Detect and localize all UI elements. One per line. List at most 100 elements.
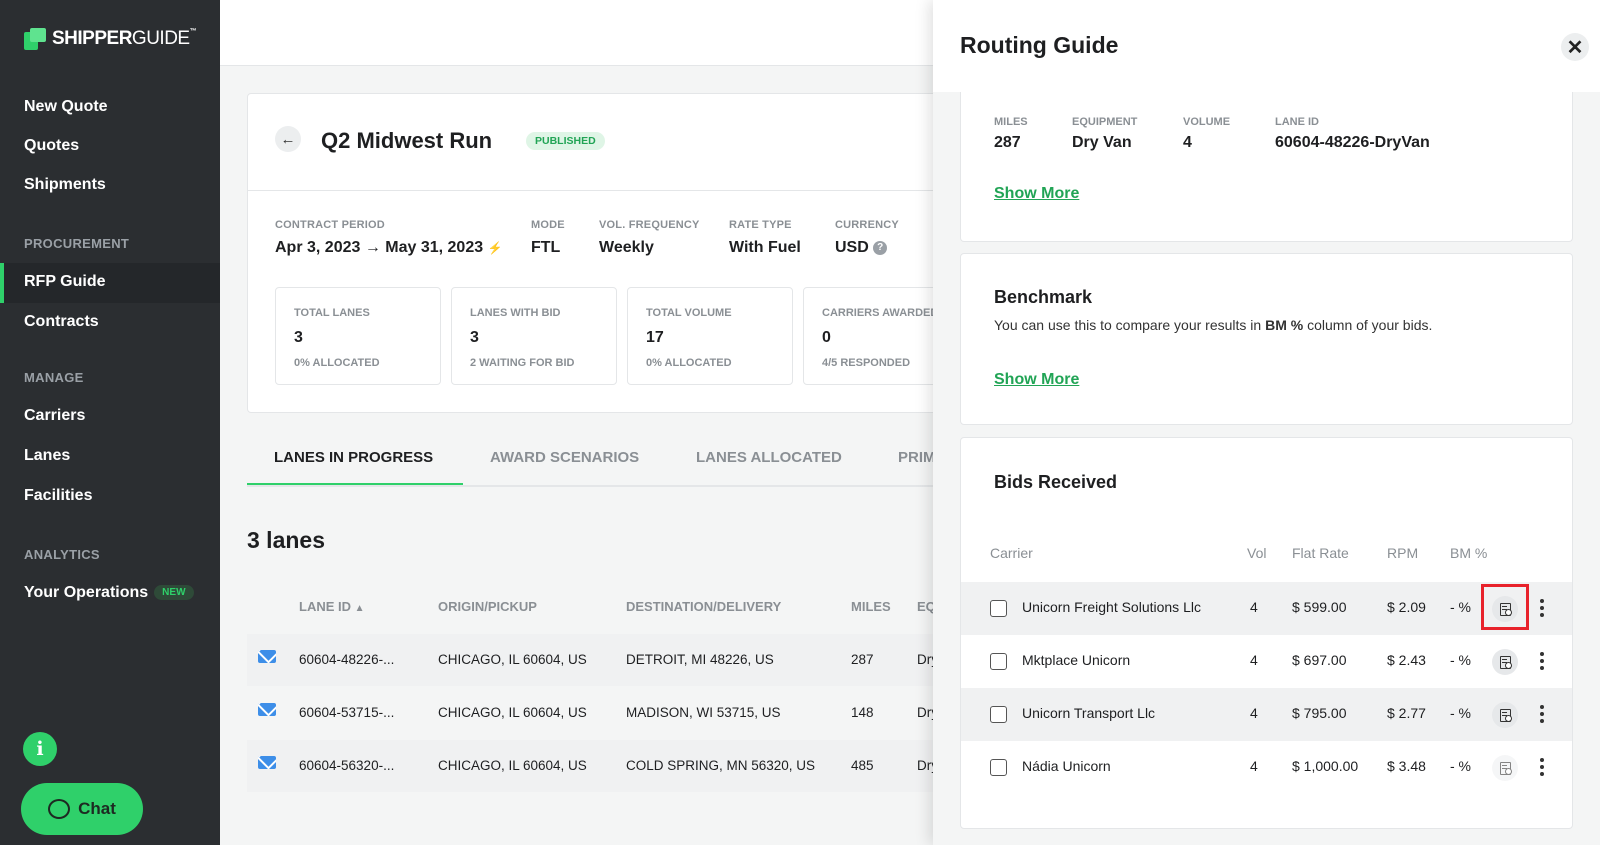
highlight-box	[1481, 584, 1529, 630]
lane-field-lane-id: LANE ID 60604-48226-DryVan	[1275, 116, 1430, 152]
stat-total-lanes: TOTAL LANES 3 0% ALLOCATED	[275, 287, 441, 385]
origin-cell: CHICAGO, IL 60604, US	[438, 758, 587, 773]
bid-flat-rate: $ 697.00	[1292, 652, 1347, 668]
routing-guide-panel: Routing Guide ✕ MILES 287 EQUIPMENT Dry …	[933, 0, 1600, 845]
rfp-summary-card: ← Q2 Midwest Run PUBLISHED CONTRACT PERI…	[247, 93, 969, 413]
tab-lanes-allocated[interactable]: LANES ALLOCATED	[696, 449, 842, 466]
stat-value: 17	[646, 329, 664, 346]
nav-facilities[interactable]: Facilities	[24, 487, 93, 504]
bid-carrier: Unicorn Transport Llc	[1022, 705, 1156, 721]
chat-button[interactable]: Chat	[21, 783, 143, 835]
bid-bm: - %	[1450, 758, 1471, 774]
bid-details-icon[interactable]	[1492, 702, 1518, 728]
lane-field-label: LANE ID	[1275, 116, 1319, 128]
nav-quotes[interactable]: Quotes	[24, 137, 80, 154]
bid-checkbox[interactable]	[990, 706, 1007, 723]
bids-column-rpm: RPM	[1387, 545, 1419, 561]
bid-vol: 4	[1250, 652, 1258, 668]
stat-label: CARRIERS AWARDED	[822, 307, 939, 319]
lane-field-value: Dry Van	[1072, 134, 1132, 151]
meta-label: VOL. FREQUENCY	[599, 219, 700, 231]
meta-vol-frequency: VOL. FREQUENCY Weekly	[599, 219, 700, 257]
more-options-icon[interactable]	[1540, 652, 1544, 670]
meta-currency: CURRENCY USD ?	[835, 219, 899, 257]
back-arrow-icon[interactable]: ←	[275, 126, 301, 152]
miles-cell: 287	[851, 652, 874, 667]
nav-your-operations[interactable]: Your Operations NEW	[24, 584, 194, 602]
document-search-icon	[1499, 761, 1512, 775]
miles-cell: 148	[851, 705, 874, 720]
miles-cell: 485	[851, 758, 874, 773]
column-header-lane-id[interactable]: LANE ID ▲	[299, 599, 365, 614]
nav-your-operations-label: Your Operations	[24, 584, 149, 601]
meta-value: FTL	[531, 239, 561, 256]
lane-field-volume: VOLUME 4	[1183, 116, 1230, 152]
bid-row: Unicorn Freight Solutions Llc 4 $ 599.00…	[961, 582, 1572, 635]
bid-details-icon[interactable]	[1492, 596, 1518, 622]
bid-carrier: Mktplace Unicorn	[1022, 652, 1131, 668]
table-row[interactable]: 60604-53715-... CHICAGO, IL 60604, US MA…	[247, 687, 947, 739]
meta-label: CURRENCY	[835, 219, 899, 231]
lanes-count: 3 lanes	[247, 527, 325, 553]
column-header-destination[interactable]: DESTINATION/DELIVERY	[626, 599, 782, 614]
nav-lanes[interactable]: Lanes	[24, 447, 71, 464]
bid-details-icon[interactable]	[1492, 755, 1518, 781]
close-icon[interactable]: ✕	[1561, 33, 1589, 61]
bid-row: Unicorn Transport Llc 4 $ 795.00 $ 2.77 …	[961, 688, 1572, 741]
benchmark-description: You can use this to compare your results…	[994, 317, 1433, 333]
meta-value: Apr 3, 2023 → May 31, 2023 ⚡	[275, 239, 503, 256]
more-options-icon[interactable]	[1540, 758, 1544, 776]
lane-id-cell: 60604-53715-...	[299, 705, 395, 720]
document-search-icon	[1499, 708, 1512, 722]
lane-details-card: MILES 287 EQUIPMENT Dry Van VOLUME 4 LAN…	[960, 92, 1573, 242]
nav-active-indicator	[0, 263, 220, 303]
tab-award-scenarios[interactable]: AWARD SCENARIOS	[490, 449, 640, 466]
bids-column-bm: BM %	[1450, 545, 1488, 561]
bids-column-flat-rate: Flat Rate	[1292, 545, 1349, 561]
bid-bm: - %	[1450, 599, 1471, 615]
show-more-link[interactable]: Show More	[994, 185, 1080, 202]
bid-details-icon[interactable]	[1492, 649, 1518, 675]
nav-contracts[interactable]: Contracts	[24, 313, 99, 330]
info-icon[interactable]: i	[23, 732, 57, 766]
lane-field-value: 287	[994, 134, 1021, 151]
bid-checkbox[interactable]	[990, 653, 1007, 670]
active-tab-underline	[247, 483, 463, 485]
divider	[248, 190, 948, 191]
mail-icon[interactable]	[258, 756, 276, 769]
benchmark-title: Benchmark	[994, 287, 1093, 307]
nav-shipments[interactable]: Shipments	[24, 176, 106, 193]
column-header-origin[interactable]: ORIGIN/PICKUP	[438, 599, 537, 614]
mail-icon[interactable]	[258, 650, 276, 663]
help-icon[interactable]: ?	[873, 240, 888, 255]
stat-lanes-with-bid: LANES WITH BID 3 2 WAITING FOR BID	[451, 287, 617, 385]
table-row[interactable]: 60604-56320-... CHICAGO, IL 60604, US CO…	[247, 740, 947, 792]
table-row[interactable]: 60604-48226-... CHICAGO, IL 60604, US DE…	[247, 634, 947, 686]
bid-checkbox[interactable]	[990, 600, 1007, 617]
origin-cell: CHICAGO, IL 60604, US	[438, 652, 587, 667]
stat-sub: 4/5 RESPONDED	[822, 357, 911, 369]
more-options-icon[interactable]	[1540, 705, 1544, 723]
panel-title: Routing Guide	[960, 32, 1119, 58]
stat-sub: 2 WAITING FOR BID	[470, 357, 575, 369]
status-badge: PUBLISHED	[526, 132, 605, 150]
tab-lanes-in-progress[interactable]: LANES IN PROGRESS	[274, 449, 434, 466]
more-options-icon[interactable]	[1540, 599, 1544, 617]
column-header-miles[interactable]: MILES	[851, 599, 891, 614]
bid-flat-rate: $ 1,000.00	[1292, 758, 1359, 774]
stat-total-volume: TOTAL VOLUME 17 0% ALLOCATED	[627, 287, 793, 385]
lane-field-label: EQUIPMENT	[1072, 116, 1138, 128]
mail-icon[interactable]	[258, 703, 276, 716]
bid-flat-rate: $ 599.00	[1292, 599, 1347, 615]
shipperguide-logo[interactable]: SHIPPERGUIDE™	[24, 28, 197, 50]
stat-value: 3	[294, 329, 303, 346]
bid-checkbox[interactable]	[990, 759, 1007, 776]
bid-carrier: Unicorn Freight Solutions Llc	[1022, 599, 1201, 615]
nav-new-quote[interactable]: New Quote	[24, 98, 108, 115]
page-title: Q2 Midwest Run	[321, 128, 493, 153]
nav-carriers[interactable]: Carriers	[24, 407, 86, 424]
logo-text: SHIPPERGUIDE™	[52, 28, 197, 49]
nav-rfp-guide[interactable]: RFP Guide	[24, 273, 106, 290]
sidebar: SHIPPERGUIDE™ New Quote Quotes Shipments…	[0, 0, 220, 845]
show-more-link[interactable]: Show More	[994, 371, 1080, 388]
